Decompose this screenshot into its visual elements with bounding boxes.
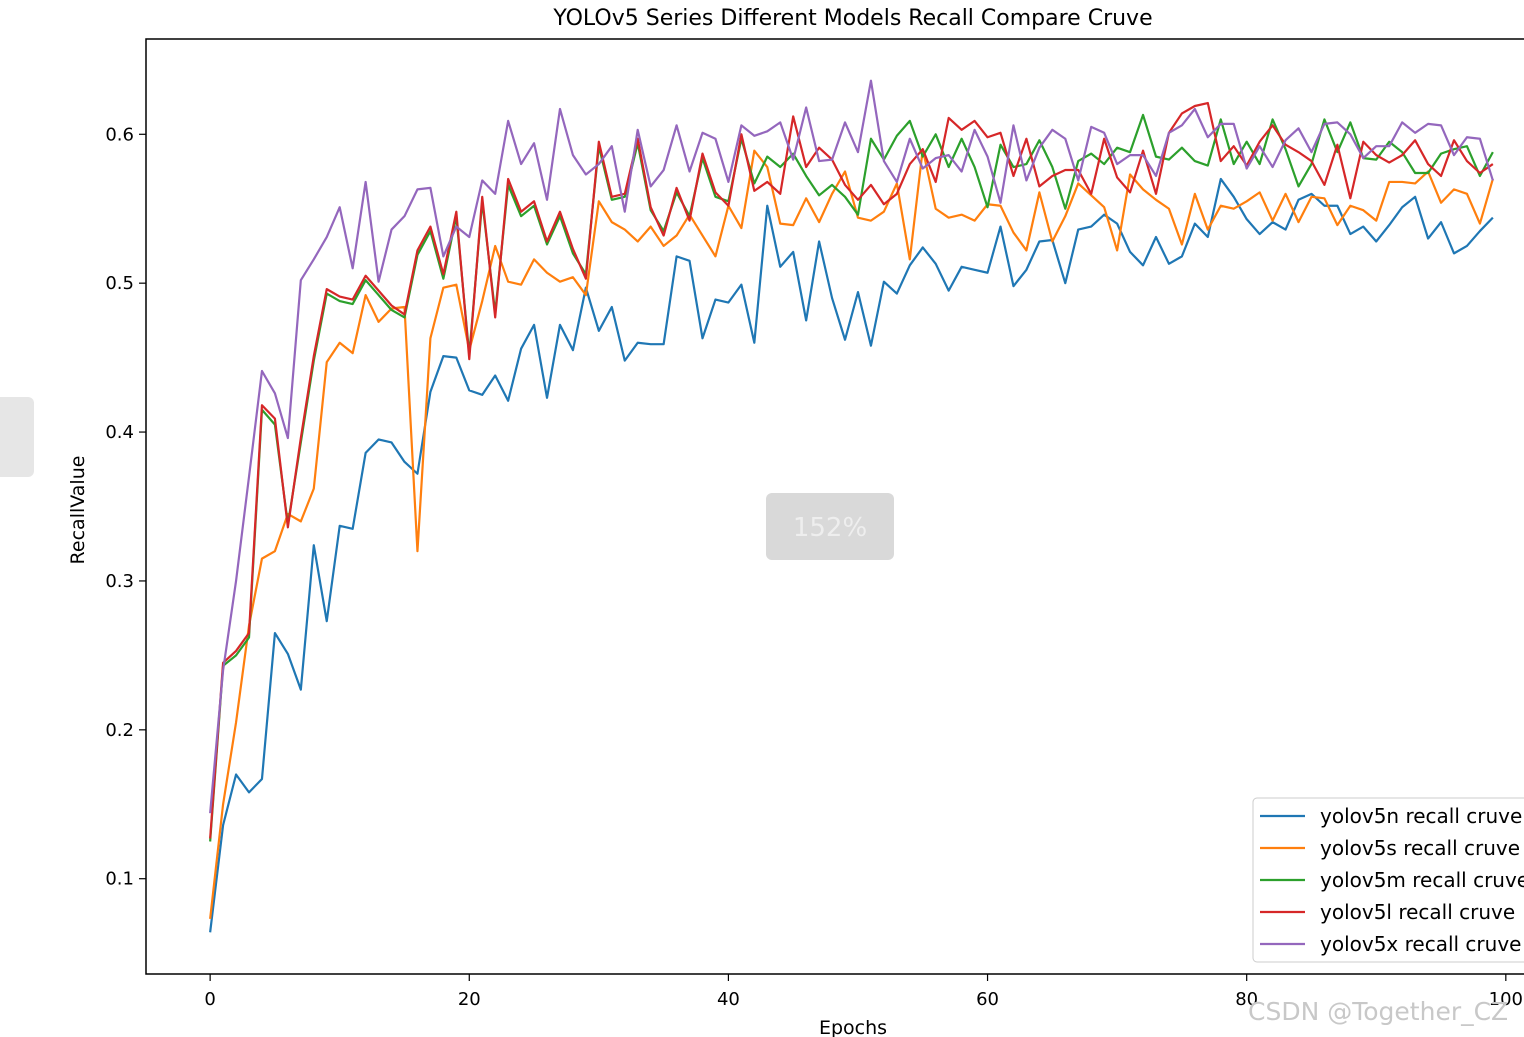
x-tick-label: 40 bbox=[717, 989, 740, 1010]
y-tick-label: 0.2 bbox=[105, 720, 134, 741]
side-handle[interactable] bbox=[0, 397, 34, 477]
legend-box bbox=[1252, 797, 1524, 963]
series-line bbox=[209, 148, 1494, 920]
plot-frame bbox=[145, 38, 1524, 975]
y-tick-label: 0.3 bbox=[105, 571, 134, 592]
watermark: CSDN @Together_CZ bbox=[1248, 997, 1508, 1026]
series-line bbox=[209, 113, 1494, 842]
zoom-badge: 152% bbox=[793, 513, 867, 543]
legend: yolov5n recall cruve yolov5s recall cruve… bbox=[1252, 797, 1524, 963]
x-tick-label: 0 bbox=[204, 989, 215, 1010]
legend-label: yolov5l recall cruve bbox=[1320, 900, 1515, 924]
y-axis-label: RecallValue bbox=[67, 456, 89, 565]
x-tick-label: 20 bbox=[458, 989, 481, 1010]
x-tick-label: 100 bbox=[1489, 989, 1523, 1010]
y-tick-label: 0.1 bbox=[105, 869, 134, 890]
legend-label: yolov5m recall cruve bbox=[1320, 868, 1524, 892]
legend-label: yolov5s recall cruve bbox=[1320, 836, 1520, 860]
y-tick-label: 0.4 bbox=[105, 422, 134, 443]
chart-title: YOLOv5 Series Different Models Recall Co… bbox=[552, 6, 1152, 31]
x-axis-label: Epochs bbox=[819, 1017, 887, 1037]
plot-lines bbox=[209, 79, 1494, 933]
x-tick-label: 60 bbox=[976, 989, 999, 1010]
y-tick-label: 0.5 bbox=[105, 273, 134, 294]
ticks: 0 20 40 60 80 100 0.1 0.2 0.3 0.4 0.5 0.6 bbox=[105, 124, 1523, 1010]
y-tick-label: 0.6 bbox=[105, 124, 134, 145]
zoom-badge-bg bbox=[766, 493, 894, 560]
x-tick-label: 80 bbox=[1235, 989, 1258, 1010]
series-line bbox=[209, 101, 1494, 839]
legend-label: yolov5x recall cruve bbox=[1320, 932, 1521, 956]
legend-label: yolov5n recall cruve bbox=[1320, 804, 1522, 828]
series-line bbox=[209, 79, 1494, 814]
